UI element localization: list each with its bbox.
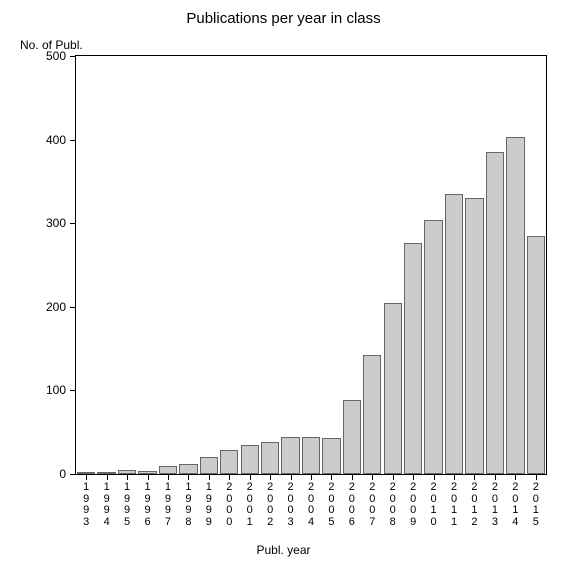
x-tick [291, 474, 292, 480]
bar [159, 466, 177, 474]
x-tick [536, 474, 537, 480]
bar [363, 355, 381, 474]
x-tick-label: 2 0 0 3 [285, 482, 297, 528]
y-tick-label: 100 [46, 383, 66, 397]
y-tick-label: 500 [46, 49, 66, 63]
x-tick-label: 1 9 9 4 [101, 482, 113, 528]
x-axis-title: Publ. year [0, 543, 567, 557]
x-tick-label: 2 0 0 6 [346, 482, 358, 528]
bar [445, 194, 463, 474]
bar [322, 438, 340, 474]
x-tick [270, 474, 271, 480]
x-tick [250, 474, 251, 480]
y-tick [70, 474, 76, 475]
bar [281, 437, 299, 474]
x-tick-label: 1 9 9 8 [182, 482, 194, 528]
bar [506, 137, 524, 474]
y-tick-label: 0 [59, 467, 66, 481]
bar [404, 243, 422, 474]
x-tick-label: 2 0 0 5 [325, 482, 337, 528]
x-tick-label: 2 0 0 9 [407, 482, 419, 528]
x-tick [515, 474, 516, 480]
x-tick-label: 1 9 9 7 [162, 482, 174, 528]
bar [200, 457, 218, 474]
x-tick [393, 474, 394, 480]
x-tick [352, 474, 353, 480]
x-tick-label: 1 9 9 5 [121, 482, 133, 528]
x-tick [474, 474, 475, 480]
chart-container: Publications per year in class No. of Pu… [0, 0, 567, 567]
y-tick [70, 140, 76, 141]
bar [241, 445, 259, 474]
x-tick [188, 474, 189, 480]
bar [424, 220, 442, 474]
x-tick-label: 2 0 0 7 [366, 482, 378, 528]
x-tick-label: 2 0 1 4 [509, 482, 521, 528]
x-tick-label: 1 9 9 3 [80, 482, 92, 528]
x-tick-label: 2 0 1 1 [448, 482, 460, 528]
x-tick [413, 474, 414, 480]
x-tick [495, 474, 496, 480]
y-tick [70, 56, 76, 57]
y-tick-label: 300 [46, 216, 66, 230]
x-tick-label: 2 0 0 4 [305, 482, 317, 528]
y-tick-label: 400 [46, 133, 66, 147]
x-tick [86, 474, 87, 480]
x-tick-label: 2 0 0 2 [264, 482, 276, 528]
y-tick [70, 390, 76, 391]
x-tick-label: 2 0 0 0 [223, 482, 235, 528]
y-tick [70, 223, 76, 224]
x-tick [127, 474, 128, 480]
x-tick-label: 2 0 1 0 [428, 482, 440, 528]
bar [220, 450, 238, 474]
x-tick [454, 474, 455, 480]
x-tick-label: 2 0 0 1 [244, 482, 256, 528]
bar [486, 152, 504, 474]
x-tick-label: 1 9 9 6 [142, 482, 154, 528]
x-tick [209, 474, 210, 480]
bar [343, 400, 361, 474]
x-tick-label: 2 0 1 2 [468, 482, 480, 528]
x-tick [148, 474, 149, 480]
x-tick [168, 474, 169, 480]
x-tick-label: 2 0 1 3 [489, 482, 501, 528]
plot-area: 0100200300400500 1 9 9 31 9 9 41 9 9 51 … [75, 55, 547, 475]
bar [527, 236, 545, 474]
x-tick [434, 474, 435, 480]
x-tick [311, 474, 312, 480]
bar [384, 303, 402, 474]
x-tick [331, 474, 332, 480]
bars-layer [76, 56, 546, 474]
x-tick [107, 474, 108, 480]
x-tick [229, 474, 230, 480]
x-tick-label: 2 0 0 8 [387, 482, 399, 528]
y-tick-label: 200 [46, 300, 66, 314]
x-tick [372, 474, 373, 480]
bar [302, 437, 320, 474]
y-tick [70, 307, 76, 308]
bar [465, 198, 483, 474]
bar [261, 442, 279, 474]
x-tick-label: 2 0 1 5 [530, 482, 542, 528]
chart-title: Publications per year in class [0, 10, 567, 27]
bar [179, 464, 197, 474]
x-tick-label: 1 9 9 9 [203, 482, 215, 528]
